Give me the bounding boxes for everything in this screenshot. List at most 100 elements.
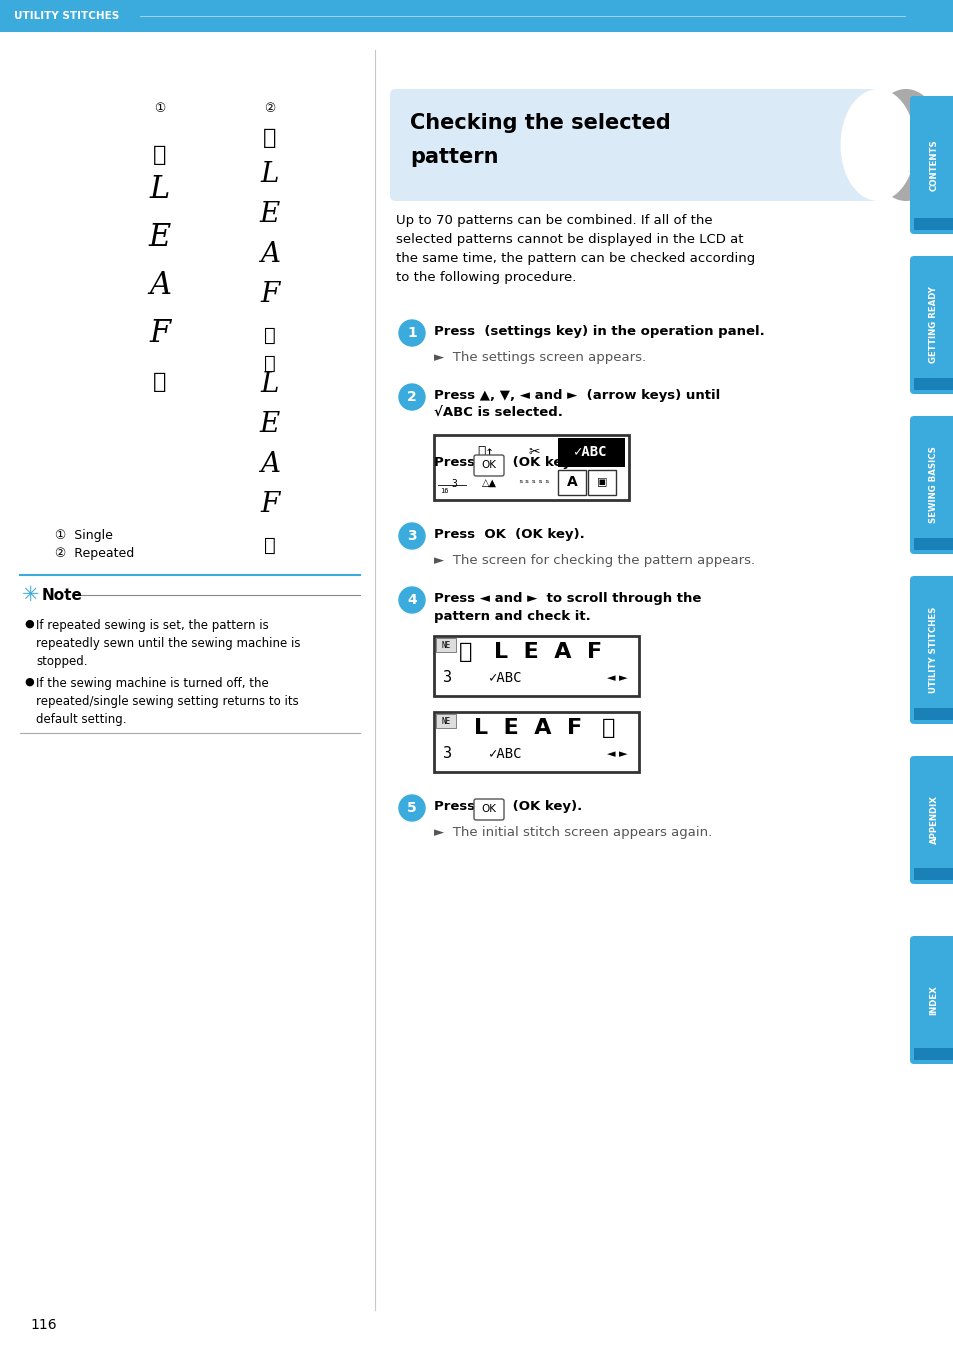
Ellipse shape [840, 89, 915, 201]
Text: ●: ● [24, 619, 33, 630]
Text: 🌿: 🌿 [153, 372, 167, 392]
Text: OK: OK [481, 803, 496, 814]
Text: 🌿: 🌿 [264, 325, 275, 345]
FancyBboxPatch shape [909, 417, 953, 554]
Text: △▲: △▲ [481, 479, 496, 489]
Circle shape [398, 523, 424, 549]
Text: CONTENTS: CONTENTS [928, 139, 938, 191]
Circle shape [398, 319, 424, 346]
Bar [434, 435, 628, 500]
Text: If the sewing machine is turned off, the
repeated/single sewing setting returns : If the sewing machine is turned off, the… [36, 677, 298, 727]
Circle shape [398, 384, 424, 410]
FancyBboxPatch shape [909, 96, 953, 235]
Ellipse shape [867, 89, 943, 201]
Text: 2: 2 [407, 390, 416, 404]
Bar [913, 538, 953, 550]
Text: ②  Repeated: ② Repeated [55, 546, 134, 559]
Text: SEWING BASICS: SEWING BASICS [928, 446, 938, 523]
Text: A: A [149, 271, 171, 302]
Circle shape [398, 586, 424, 613]
Text: 3: 3 [407, 528, 416, 543]
Text: NE: NE [441, 640, 450, 650]
Text: ◄ ►: ◄ ► [606, 749, 626, 759]
Text: 🌿: 🌿 [263, 128, 276, 148]
Text: F: F [150, 318, 171, 349]
Bar [913, 868, 953, 880]
Text: E: E [259, 411, 280, 438]
FancyBboxPatch shape [909, 576, 953, 724]
Text: 16: 16 [439, 488, 448, 493]
Text: Press ◄ and ►  to scroll through the
pattern and check it.: Press ◄ and ► to scroll through the patt… [434, 592, 700, 623]
Text: Press ▲, ▼, ◄ and ►  (arrow keys) until
√ABC is selected.: Press ▲, ▼, ◄ and ► (arrow keys) until √… [434, 390, 720, 421]
FancyBboxPatch shape [474, 456, 503, 476]
Bar [587, 470, 616, 495]
Text: NE: NE [441, 717, 450, 725]
Bar [558, 470, 585, 495]
Text: INDEX: INDEX [928, 985, 938, 1015]
Bar [436, 638, 456, 652]
Text: 116: 116 [30, 1318, 56, 1332]
Text: (OK key).: (OK key). [507, 799, 581, 813]
Text: ✂: ✂ [528, 445, 539, 460]
Circle shape [398, 795, 424, 821]
Text: ✳: ✳ [22, 585, 39, 605]
Text: 4: 4 [407, 593, 416, 607]
Text: L  E  A  F: L E A F [474, 718, 581, 737]
Text: 🌿: 🌿 [153, 146, 167, 164]
Text: A: A [566, 474, 577, 489]
Bar [913, 377, 953, 390]
Text: L  E  A  F: L E A F [494, 642, 601, 662]
Text: GETTING READY: GETTING READY [928, 287, 938, 364]
Text: APPENDIX: APPENDIX [928, 795, 938, 844]
Text: 🌿: 🌿 [264, 353, 275, 372]
Text: E: E [259, 201, 280, 229]
Bar [436, 714, 456, 728]
Text: Up to 70 patterns can be combined. If all of the
selected patterns cannot be dis: Up to 70 patterns can be combined. If al… [395, 214, 755, 284]
Text: E: E [149, 222, 171, 253]
Text: 🌿: 🌿 [458, 642, 472, 662]
Text: ►  The screen for checking the pattern appears.: ► The screen for checking the pattern ap… [434, 554, 755, 568]
Text: 3: 3 [443, 747, 452, 762]
FancyBboxPatch shape [909, 756, 953, 884]
Text: 3: 3 [443, 670, 452, 686]
Text: 🌿: 🌿 [601, 718, 615, 737]
FancyBboxPatch shape [909, 936, 953, 1064]
FancyBboxPatch shape [390, 89, 882, 201]
Text: 🌿: 🌿 [264, 535, 275, 554]
Text: A: A [260, 452, 280, 479]
Text: ②: ② [264, 101, 275, 115]
FancyBboxPatch shape [909, 256, 953, 394]
Text: ●: ● [24, 677, 33, 687]
Text: UTILITY STITCHES: UTILITY STITCHES [928, 607, 938, 693]
Bar [0, 0, 953, 32]
Text: If repeated sewing is set, the pattern is
repeatedly sewn until the sewing machi: If repeated sewing is set, the pattern i… [36, 619, 300, 669]
Text: F: F [260, 492, 279, 519]
Bar [913, 1047, 953, 1060]
Bar [913, 708, 953, 720]
Text: UTILITY STITCHES: UTILITY STITCHES [14, 11, 119, 22]
Text: Press  OK  (OK key).: Press OK (OK key). [434, 528, 584, 541]
Text: ①  Single: ① Single [55, 528, 112, 542]
Text: L: L [260, 162, 279, 189]
Text: L: L [260, 372, 279, 399]
Text: ►  The initial stitch screen appears again.: ► The initial stitch screen appears agai… [434, 826, 712, 838]
Bar [913, 218, 953, 231]
Text: L: L [150, 174, 170, 205]
Text: pattern: pattern [410, 147, 498, 167]
Text: ▣: ▣ [597, 477, 607, 487]
Text: ✓ABC: ✓ABC [574, 445, 607, 460]
Bar [434, 636, 639, 696]
Text: ①: ① [154, 101, 166, 115]
Text: A: A [260, 241, 280, 268]
Text: F: F [260, 282, 279, 309]
Bar [558, 438, 624, 466]
Text: Note: Note [42, 588, 83, 603]
Text: Checking the selected: Checking the selected [410, 113, 670, 133]
Text: Press: Press [434, 799, 479, 813]
Bar [434, 712, 639, 772]
Text: Press  (settings key) in the operation panel.: Press (settings key) in the operation pa… [434, 325, 764, 338]
Text: ►  The settings screen appears.: ► The settings screen appears. [434, 350, 645, 364]
Text: OK: OK [481, 460, 496, 470]
Text: ˢˢˢˢˢ: ˢˢˢˢˢ [517, 479, 550, 489]
Text: ✓ABC: ✓ABC [489, 747, 522, 762]
